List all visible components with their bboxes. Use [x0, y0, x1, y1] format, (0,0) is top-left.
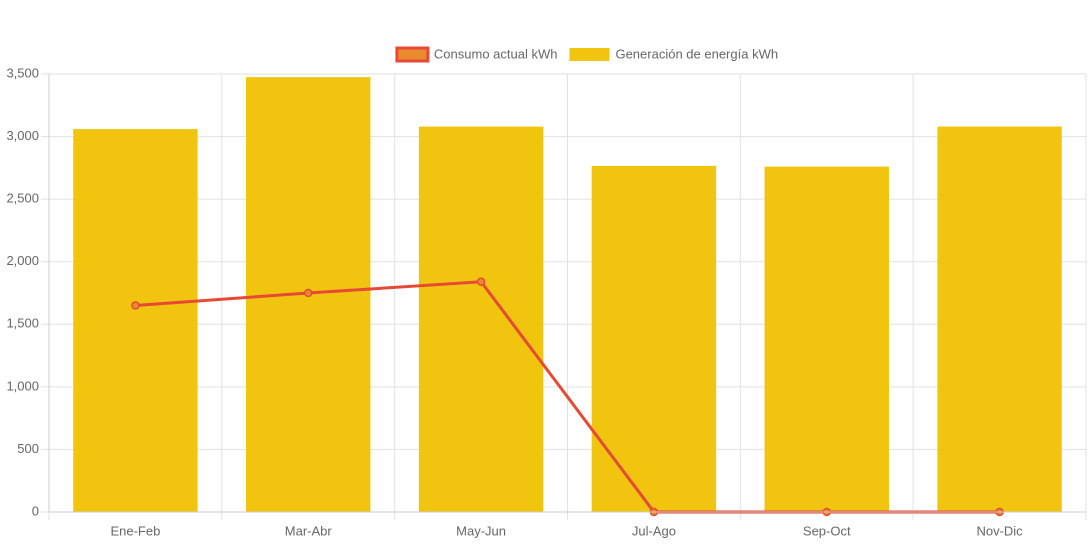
legend: Consumo actual kWh Generación de energía … [395, 46, 778, 63]
x-tick-label: Ene-Feb [110, 523, 160, 538]
legend-swatch [569, 48, 610, 61]
x-tick-label: Sep-Oct [803, 523, 851, 538]
bar [937, 126, 1062, 512]
bar [73, 129, 198, 512]
y-tick-label: 1,000 [6, 378, 39, 393]
legend-swatch [395, 46, 430, 63]
y-tick-label: 1,500 [6, 316, 39, 331]
point [304, 288, 313, 298]
bar [591, 165, 717, 513]
legend-label: Consumo actual kWh [434, 46, 558, 61]
point [131, 301, 140, 310]
y-tick-label: 0 [32, 503, 39, 518]
y-tick-label: 2,500 [6, 191, 39, 206]
bar [418, 126, 544, 512]
point [476, 277, 486, 286]
bar [764, 166, 889, 512]
y-tick-label: 3,500 [6, 65, 39, 80]
y-tick-label: 500 [17, 441, 39, 456]
legend-item: Generación de energía kWh [569, 46, 778, 61]
legend-item: Consumo actual kWh [395, 46, 558, 63]
x-tick-label: Mar-Abr [285, 523, 333, 538]
legend-label: Generación de energía kWh [615, 46, 778, 61]
x-tick-label: May-Jun [456, 523, 506, 538]
x-tick-label: Nov-Dic [976, 523, 1023, 538]
y-tick-label: 3,000 [6, 128, 39, 143]
y-tick-label: 2,000 [6, 253, 39, 268]
x-tick-label: Jul-Ago [632, 523, 676, 538]
